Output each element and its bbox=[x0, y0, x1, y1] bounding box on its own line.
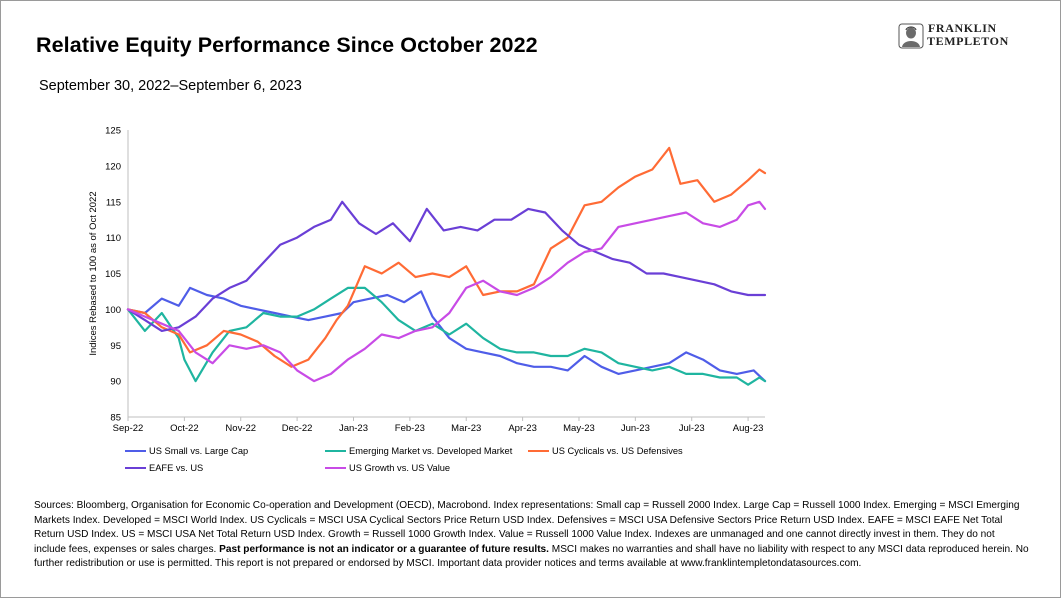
series-line-2 bbox=[126, 286, 767, 386]
y-tick-label: 95 bbox=[110, 341, 121, 352]
sources-footnote: Sources: Bloomberg, Organisation for Eco… bbox=[34, 499, 1029, 572]
legend-item: Emerging Market vs. Developed Market bbox=[325, 446, 512, 456]
footnote-msci-text: MSCI makes no warranties and shall have … bbox=[34, 543, 1029, 570]
chart-axes: 85 90 95 100 105 110 115 120 125 Sep-22 Oct-22 Nov-… bbox=[88, 126, 765, 434]
x-tick-label: Oct-22 bbox=[170, 423, 199, 434]
x-tick-label: Sep-22 bbox=[113, 423, 144, 434]
series-line-4 bbox=[126, 200, 767, 332]
franklin-portrait-icon bbox=[898, 23, 924, 49]
x-tick-label: Feb-23 bbox=[395, 423, 425, 434]
x-tick-label: Jan-23 bbox=[339, 423, 368, 434]
x-tick-label: Jun-23 bbox=[621, 423, 650, 434]
footnote-disclaimer-bold: Past performance is not an indicator or … bbox=[219, 543, 549, 555]
legend-swatch bbox=[125, 450, 146, 452]
legend-label: US Growth vs. US Value bbox=[349, 463, 451, 473]
x-tick-label: Aug-23 bbox=[733, 423, 764, 434]
y-tick-label: 115 bbox=[106, 197, 121, 208]
legend-label: US Small vs. Large Cap bbox=[149, 446, 249, 456]
legend-item: US Cyclicals vs. US Defensives bbox=[528, 446, 683, 456]
chart-series-lines bbox=[126, 146, 767, 386]
x-tick-label: Jul-23 bbox=[679, 423, 705, 434]
x-tick-label: Dec-22 bbox=[282, 423, 313, 434]
y-tick-label: 85 bbox=[110, 413, 121, 424]
series-line-3 bbox=[126, 146, 767, 368]
footnote-sources-text: Sources: Bloomberg, Organisation for Eco… bbox=[34, 500, 1020, 555]
x-tick-label: Apr-23 bbox=[508, 423, 537, 434]
series-line-1 bbox=[126, 286, 767, 383]
legend-swatch bbox=[325, 450, 346, 452]
y-tick-label: 120 bbox=[105, 161, 121, 172]
legend-item: US Growth vs. US Value bbox=[325, 463, 450, 473]
legend-swatch bbox=[528, 450, 549, 452]
y-tick-label: 110 bbox=[106, 233, 121, 244]
franklin-templeton-logo: FRANKLIN TEMPLETON bbox=[898, 22, 1028, 52]
y-axis-label: Indices Rebased to 100 as of Oct 2022 bbox=[88, 191, 99, 355]
legend-item: EAFE vs. US bbox=[125, 463, 203, 473]
x-tick-label: May-23 bbox=[563, 423, 595, 434]
logo-line-templeton: TEMPLETON bbox=[927, 34, 1009, 48]
series-line-5 bbox=[126, 200, 767, 383]
legend-item: US Small vs. Large Cap bbox=[125, 446, 248, 456]
legend-swatch bbox=[125, 467, 146, 469]
y-tick-label: 100 bbox=[105, 305, 121, 316]
legend-label: EAFE vs. US bbox=[149, 463, 204, 473]
legend-label: US Cyclicals vs. US Defensives bbox=[552, 446, 683, 456]
x-tick-label: Mar-23 bbox=[451, 423, 481, 434]
y-tick-label: 125 bbox=[105, 126, 121, 137]
legend-label: Emerging Market vs. Developed Market bbox=[349, 446, 513, 456]
x-tick-label: Nov-22 bbox=[225, 423, 256, 434]
y-tick-label: 105 bbox=[105, 269, 121, 280]
logo-line-franklin: FRANKLIN bbox=[928, 21, 997, 35]
y-tick-label: 90 bbox=[110, 377, 121, 388]
legend-swatch bbox=[325, 467, 346, 469]
chart-subtitle: September 30, 2022–September 6, 2023 bbox=[39, 78, 302, 94]
chart-title: Relative Equity Performance Since Octobe… bbox=[36, 33, 538, 57]
